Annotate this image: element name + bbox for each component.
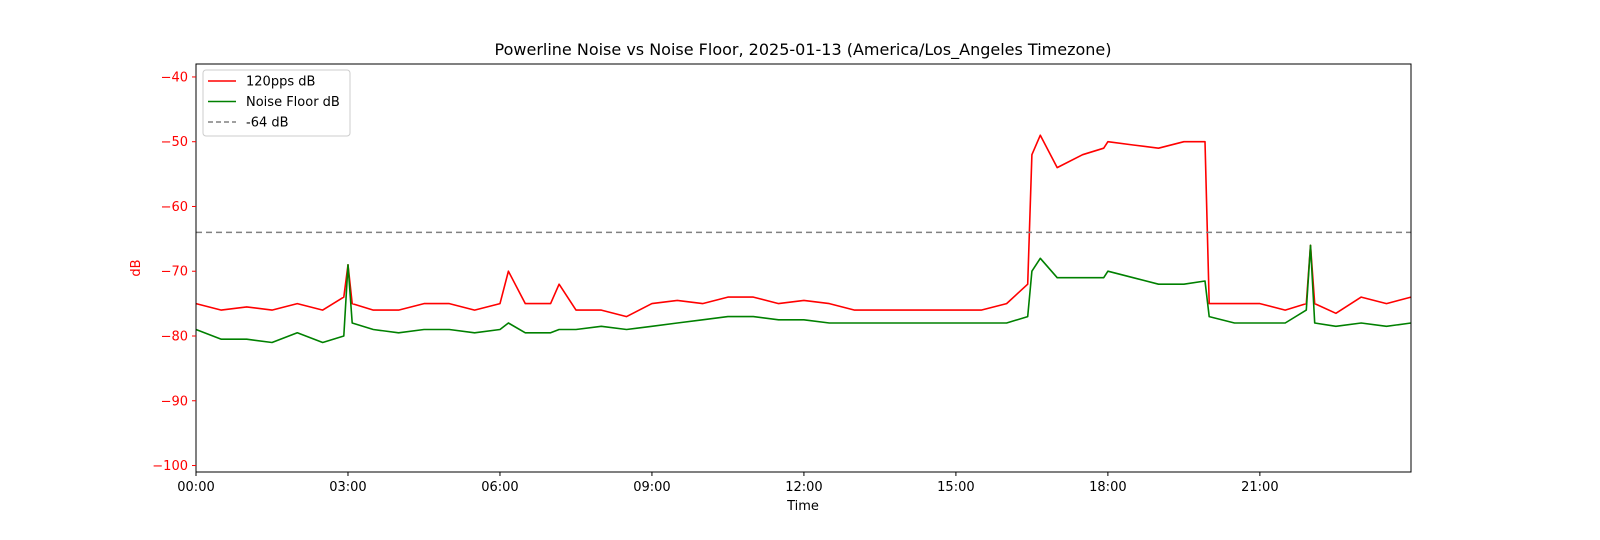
- x-tick-label: 06:00: [481, 480, 518, 495]
- legend-label: 120pps dB: [246, 75, 315, 90]
- x-tick-label: 21:00: [1241, 480, 1278, 495]
- legend-label: -64 dB: [246, 116, 289, 131]
- x-tick-label: 03:00: [329, 480, 366, 495]
- y-tick-label: −50: [161, 135, 188, 150]
- legend: 120pps dB Noise Floor dB -64 dB: [202, 69, 351, 137]
- y-axis-title: dB: [129, 259, 144, 276]
- y-tick-label: −100: [152, 459, 188, 474]
- series-line-noise-floor-db: [195, 244, 1412, 344]
- x-axis-title: Time: [786, 499, 819, 514]
- series-line-120pps-db: [195, 134, 1412, 318]
- x-tick-label: 18:00: [1089, 480, 1126, 495]
- y-tick-label: −90: [161, 394, 188, 409]
- plot-area: [195, 134, 1412, 344]
- x-tick-label: 15:00: [937, 480, 974, 495]
- y-tick-label: −70: [161, 265, 188, 280]
- legend-box: [202, 69, 351, 137]
- y-tick-label: −40: [161, 70, 188, 85]
- x-tick-label: 09:00: [633, 480, 670, 495]
- x-tick-label: 12:00: [785, 480, 822, 495]
- y-tick-label: −60: [161, 200, 188, 215]
- x-axis: 00:00 03:00 06:00 09:00 12:00 15:00 18:00 21:00: [177, 472, 1279, 495]
- legend-label: Noise Floor dB: [246, 95, 340, 110]
- x-tick-label: 00:00: [177, 480, 214, 495]
- chart-title: Powerline Noise vs Noise Floor, 2025-01-…: [495, 40, 1112, 60]
- y-axis: −40 −50 −60 −70 −80 −90 −100: [152, 70, 196, 474]
- y-tick-label: −80: [161, 330, 188, 345]
